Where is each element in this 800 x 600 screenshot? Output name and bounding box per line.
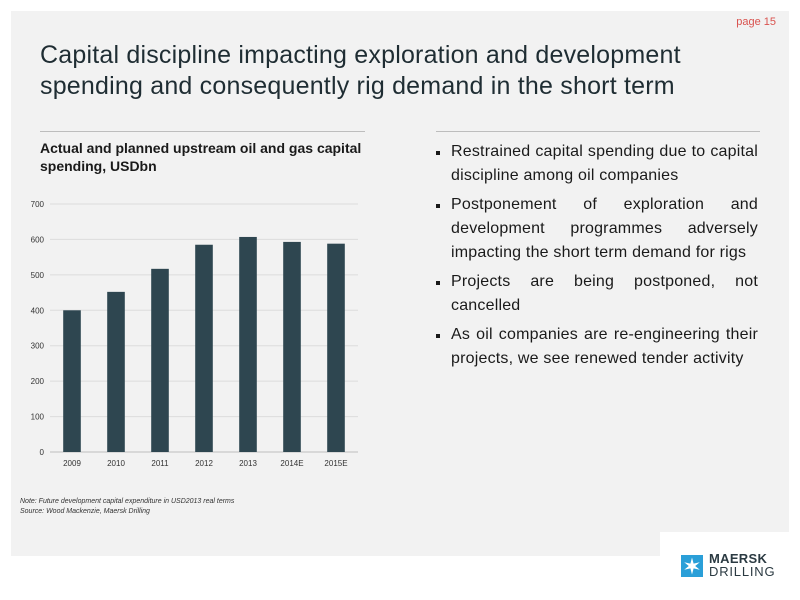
y-tick-label: 700 [31,200,45,209]
bullet-text: Postponement of exploration and developm… [451,196,758,261]
logo-line1: MAERSK [709,551,768,566]
y-tick-label: 100 [31,413,45,422]
bullet-marker [436,151,440,155]
bullet-item: As oil companies are re-engineering thei… [436,323,758,371]
x-tick-label: 2014E [280,459,303,468]
bar [239,236,257,452]
y-tick-label: 0 [40,448,45,457]
bar [195,244,213,452]
x-tick-label: 2009 [63,459,81,468]
page-number: page 15 [736,16,776,28]
bullet-text: As oil companies are re-engineering thei… [451,326,758,367]
star-icon [681,555,703,577]
chart-title: Actual and planned upstream oil and gas … [40,140,362,174]
bullet-marker [436,204,440,208]
bullet-list: Restrained capital spending due to capit… [436,140,758,376]
x-tick-label: 2013 [239,459,257,468]
y-tick-label: 600 [31,235,45,244]
bar [151,268,169,452]
bullet-item: Restrained capital spending due to capit… [436,140,758,188]
bullets-rule [436,131,760,132]
chart-title-rule [40,131,365,132]
x-tick-label: 2015E [324,459,347,468]
footnotes: Note: Future development capital expendi… [20,497,234,517]
bar-chart: 0 100 200 300 400 500 600 700 2009 2010 2011 2012 20… [31,200,358,468]
x-tick-label: 2011 [151,459,169,468]
bar [283,241,301,452]
bar [107,291,125,452]
maersk-drilling-logo: MAERSK DRILLING [681,552,781,584]
bullet-marker [436,334,440,338]
bar [63,310,81,452]
bar [327,243,345,452]
bullet-text: Projects are being postponed, not cancel… [451,273,758,314]
bullet-text: Restrained capital spending due to capit… [451,143,758,184]
x-tick-label: 2012 [195,459,213,468]
y-tick-label: 200 [31,377,45,386]
slide-title: Capital discipline impacting exploration… [40,41,681,100]
y-tick-label: 400 [31,306,45,315]
bullet-item: Projects are being postponed, not cancel… [436,270,758,318]
footnote-note: Note: Future development capital expendi… [20,498,235,505]
bullet-marker [436,281,440,285]
slide-background [11,11,789,556]
y-tick-label: 300 [31,342,45,351]
y-tick-label: 500 [31,271,45,280]
logo-line2: DRILLING [709,564,776,579]
bullet-item: Postponement of exploration and developm… [436,193,758,265]
x-tick-label: 2010 [107,459,125,468]
footnote-source: Source: Wood Mackenzie, Maersk Drilling [20,508,150,515]
